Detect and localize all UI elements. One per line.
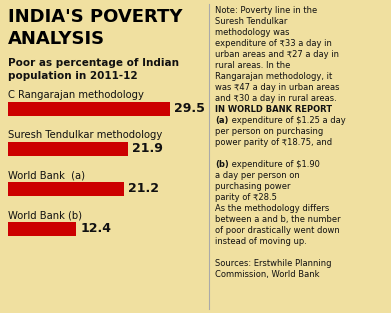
Text: Note: Poverty line in the: Note: Poverty line in the (215, 6, 317, 15)
Text: between a and b, the number: between a and b, the number (215, 215, 341, 224)
Text: expenditure of $1.25 a day: expenditure of $1.25 a day (229, 116, 346, 125)
Text: Commission, World Bank: Commission, World Bank (215, 270, 320, 279)
Text: was ₹47 a day in urban areas: was ₹47 a day in urban areas (215, 83, 340, 92)
Text: instead of moving up.: instead of moving up. (215, 237, 307, 246)
Text: 21.9: 21.9 (132, 142, 163, 156)
Bar (8, 182, 124, 196)
Text: purchasing power: purchasing power (215, 182, 291, 191)
Text: and ₹30 a day in rural areas.: and ₹30 a day in rural areas. (215, 94, 337, 103)
Text: IN WORLD BANK REPORT: IN WORLD BANK REPORT (215, 105, 332, 114)
Text: World Bank  (a): World Bank (a) (8, 170, 85, 180)
Text: 29.5: 29.5 (174, 102, 205, 115)
Text: C Rangarajan methodology: C Rangarajan methodology (8, 90, 144, 100)
Text: expenditure of ₹33 a day in: expenditure of ₹33 a day in (215, 39, 332, 48)
Text: As the methodology differs: As the methodology differs (215, 204, 330, 213)
Text: Sources: Erstwhile Planning: Sources: Erstwhile Planning (215, 259, 332, 268)
Text: per person on purchasing: per person on purchasing (215, 127, 323, 136)
Bar (8, 102, 170, 116)
Text: Poor as percentage of Indian
population in 2011-12: Poor as percentage of Indian population … (8, 58, 179, 81)
Text: methodology was: methodology was (215, 28, 290, 37)
Text: ANALYSIS: ANALYSIS (8, 30, 105, 48)
Text: 21.2: 21.2 (128, 182, 160, 196)
Bar (8, 142, 128, 156)
Text: World Bank (b): World Bank (b) (8, 210, 82, 220)
Text: Suresh Tendulkar: Suresh Tendulkar (215, 17, 287, 26)
Text: 12.4: 12.4 (80, 223, 111, 235)
Text: (a): (a) (215, 116, 229, 125)
Text: Rangarajan methodology, it: Rangarajan methodology, it (215, 72, 332, 81)
Text: parity of ₹28.5: parity of ₹28.5 (215, 193, 277, 202)
Text: a day per person on: a day per person on (215, 171, 300, 180)
Text: urban areas and ₹27 a day in: urban areas and ₹27 a day in (215, 50, 339, 59)
Text: Suresh Tendulkar methodology: Suresh Tendulkar methodology (8, 130, 162, 140)
Text: INDIA'S POVERTY: INDIA'S POVERTY (8, 8, 183, 26)
Text: expenditure of $1.90: expenditure of $1.90 (229, 160, 320, 169)
Text: (b): (b) (215, 160, 229, 169)
Text: power parity of ₹18.75, and: power parity of ₹18.75, and (215, 138, 332, 147)
Text: rural areas. In the: rural areas. In the (215, 61, 291, 70)
Bar (8, 222, 76, 236)
Text: of poor drastically went down: of poor drastically went down (215, 226, 340, 235)
